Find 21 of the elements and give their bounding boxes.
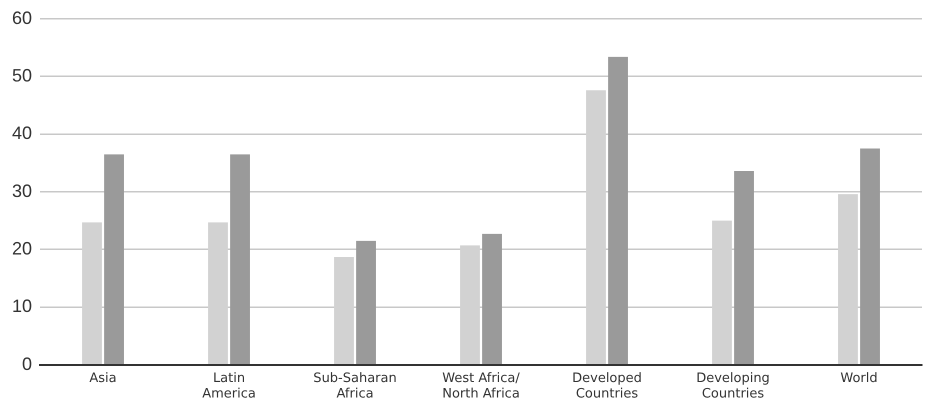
y-tick-label: 30 (12, 180, 32, 201)
x-tick-label: Asia (89, 370, 117, 386)
x-tick-label: Sub-Saharan Africa (313, 370, 397, 402)
y-tick-label: 40 (12, 123, 32, 144)
y-tick-label: 50 (12, 65, 32, 86)
bar (482, 234, 502, 364)
x-tick-label: Latin America (202, 370, 256, 402)
bar (230, 154, 250, 364)
y-tick-label: 60 (12, 8, 32, 28)
x-tick-label: Developed Countries (572, 370, 642, 402)
bar (356, 240, 376, 364)
x-tick-label: World (840, 370, 878, 386)
bar (860, 148, 880, 364)
y-tick-label: 20 (12, 238, 32, 258)
bar (734, 171, 754, 364)
bar (608, 56, 628, 364)
x-tick-label: West Africa/ North Africa (442, 370, 520, 402)
x-tick-label: Developing Countries (696, 370, 770, 402)
y-tick-label: 0 (22, 354, 32, 374)
y-tick-label: 10 (12, 296, 32, 316)
bar (104, 154, 124, 364)
